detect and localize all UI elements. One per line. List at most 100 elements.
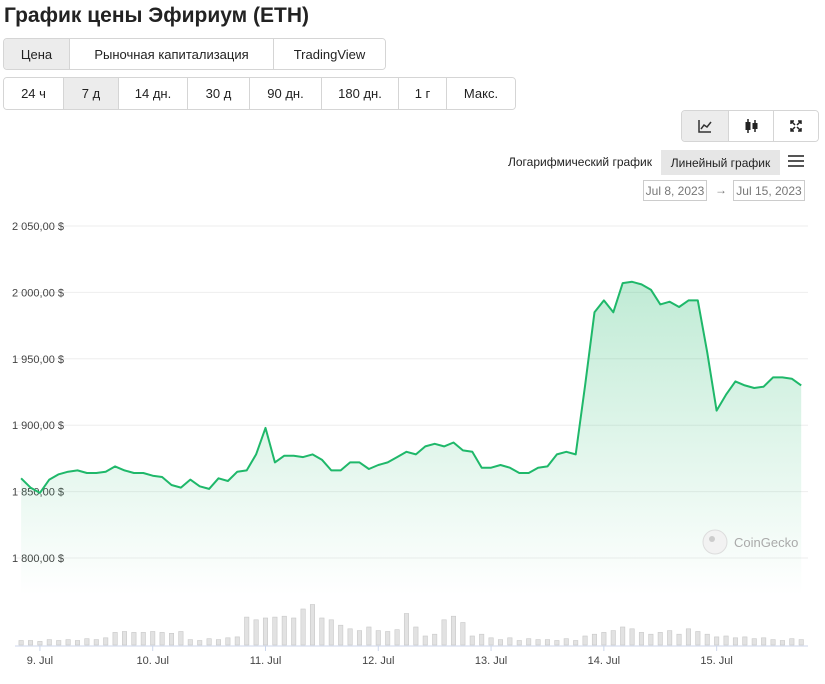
y-tick-label: 1 950,00 $ [12, 354, 64, 366]
area [21, 281, 802, 595]
page-title: График цены Эфириум (ETH) [4, 4, 310, 27]
volume-bar [206, 638, 212, 646]
volume-bar [356, 630, 362, 646]
volume-bar [714, 636, 720, 646]
volume-bar [131, 632, 137, 646]
x-tick-label: 11. Jul [250, 655, 282, 667]
x-tick-label: 15. Jul [700, 655, 732, 667]
range-button[interactable]: 30 д [187, 78, 249, 109]
date-to[interactable]: Jul 15, 2023 [733, 180, 805, 201]
y-tick-label: 2 000,00 $ [12, 287, 64, 299]
volume-bar [197, 640, 203, 646]
volume-bar [497, 639, 503, 646]
x-tick-label: 9. Jul [27, 655, 53, 667]
x-tick-label: 14. Jul [588, 655, 620, 667]
watermark-text: CoinGecko [734, 535, 798, 550]
range-button[interactable]: 24 ч [4, 78, 63, 109]
volume-bar [610, 630, 616, 646]
volume-bar [103, 637, 109, 646]
watermark: CoinGecko [702, 529, 798, 555]
volume-bar [300, 608, 306, 646]
range-group: 24 ч 7 д 14 дн. 30 д 90 дн. 180 дн. 1 г … [3, 77, 516, 110]
volume-bar [385, 631, 391, 646]
volume-bar [168, 632, 174, 646]
volume-bar [112, 632, 118, 646]
volume-bar [526, 638, 532, 646]
x-tick-label: 13. Jul [475, 655, 507, 667]
volume-bar [723, 635, 729, 646]
volume-bar [28, 640, 34, 646]
volume-bar [234, 636, 240, 646]
volume-bar [507, 637, 513, 646]
range-button[interactable]: Макс. [446, 78, 515, 109]
volume-bar [225, 637, 231, 646]
volume-bar [601, 632, 607, 646]
line-icon [698, 120, 712, 133]
fullscreen-button[interactable] [773, 111, 818, 141]
volume-bar [554, 640, 560, 646]
volume-bar [573, 640, 579, 646]
date-from[interactable]: Jul 8, 2023 [643, 180, 707, 201]
fullscreen-icon [790, 120, 802, 132]
volume-bar [676, 633, 682, 646]
volume-bar [366, 626, 372, 646]
volume-bar [84, 638, 90, 646]
tab[interactable]: TradingView [273, 39, 385, 69]
volume-bar [779, 640, 785, 646]
volume-bar [215, 639, 221, 646]
volume-bar [18, 640, 24, 646]
volume-bar [244, 616, 250, 646]
volume-bar [253, 619, 259, 646]
volume-bar [479, 633, 485, 646]
volume-bar [309, 604, 315, 646]
y-tick-label: 2 050,00 $ [12, 221, 64, 233]
volume-bar [159, 632, 165, 646]
volume-bar [469, 635, 475, 646]
volume-bar [751, 638, 757, 646]
volume [18, 604, 804, 646]
volume-bar [375, 630, 381, 646]
volume-bar [93, 639, 99, 646]
volume-bar [37, 641, 43, 646]
volume-bar [281, 615, 287, 646]
volume-bar [65, 639, 71, 646]
volume-bar [422, 635, 428, 646]
range-button[interactable]: 14 дн. [118, 78, 187, 109]
x-tick-label: 10. Jul [136, 655, 168, 667]
tab[interactable]: Цена [4, 39, 69, 69]
volume-bar [178, 631, 184, 646]
tab[interactable]: Рыночная капитализация [69, 39, 273, 69]
range-button[interactable]: 180 дн. [321, 78, 398, 109]
y-tick-label: 1 900,00 $ [12, 420, 64, 432]
line-chart-button[interactable] [682, 111, 728, 141]
volume-bar [516, 640, 522, 646]
volume-bar [629, 628, 635, 646]
range-button[interactable]: 7 д [63, 78, 118, 109]
volume-bar [328, 619, 334, 646]
volume-bar [441, 619, 447, 646]
range-button[interactable]: 90 дн. [249, 78, 321, 109]
volume-bar [394, 629, 400, 646]
price-line [20, 280, 802, 494]
volume-bar [648, 633, 654, 646]
volume-bar [291, 617, 297, 646]
candle-chart-button[interactable] [728, 111, 773, 141]
volume-bar [403, 613, 409, 646]
chart-type-group [681, 110, 819, 142]
linear-scale-option[interactable]: Линейный график [661, 150, 780, 175]
log-scale-option[interactable]: Логарифмический график [507, 155, 652, 169]
volume-bar [122, 631, 128, 646]
menu-icon[interactable] [788, 154, 804, 168]
candle-icon [745, 119, 758, 133]
volume-bar [704, 633, 710, 646]
volume-bar [638, 632, 644, 646]
volume-bar [770, 639, 776, 646]
volume-bar [798, 639, 804, 646]
volume-bar [413, 626, 419, 646]
volume-bar [46, 639, 52, 646]
volume-bar [667, 630, 673, 646]
range-button[interactable]: 1 г [398, 78, 446, 109]
x-tick-label: 12. Jul [362, 655, 394, 667]
volume-bar [432, 633, 438, 646]
